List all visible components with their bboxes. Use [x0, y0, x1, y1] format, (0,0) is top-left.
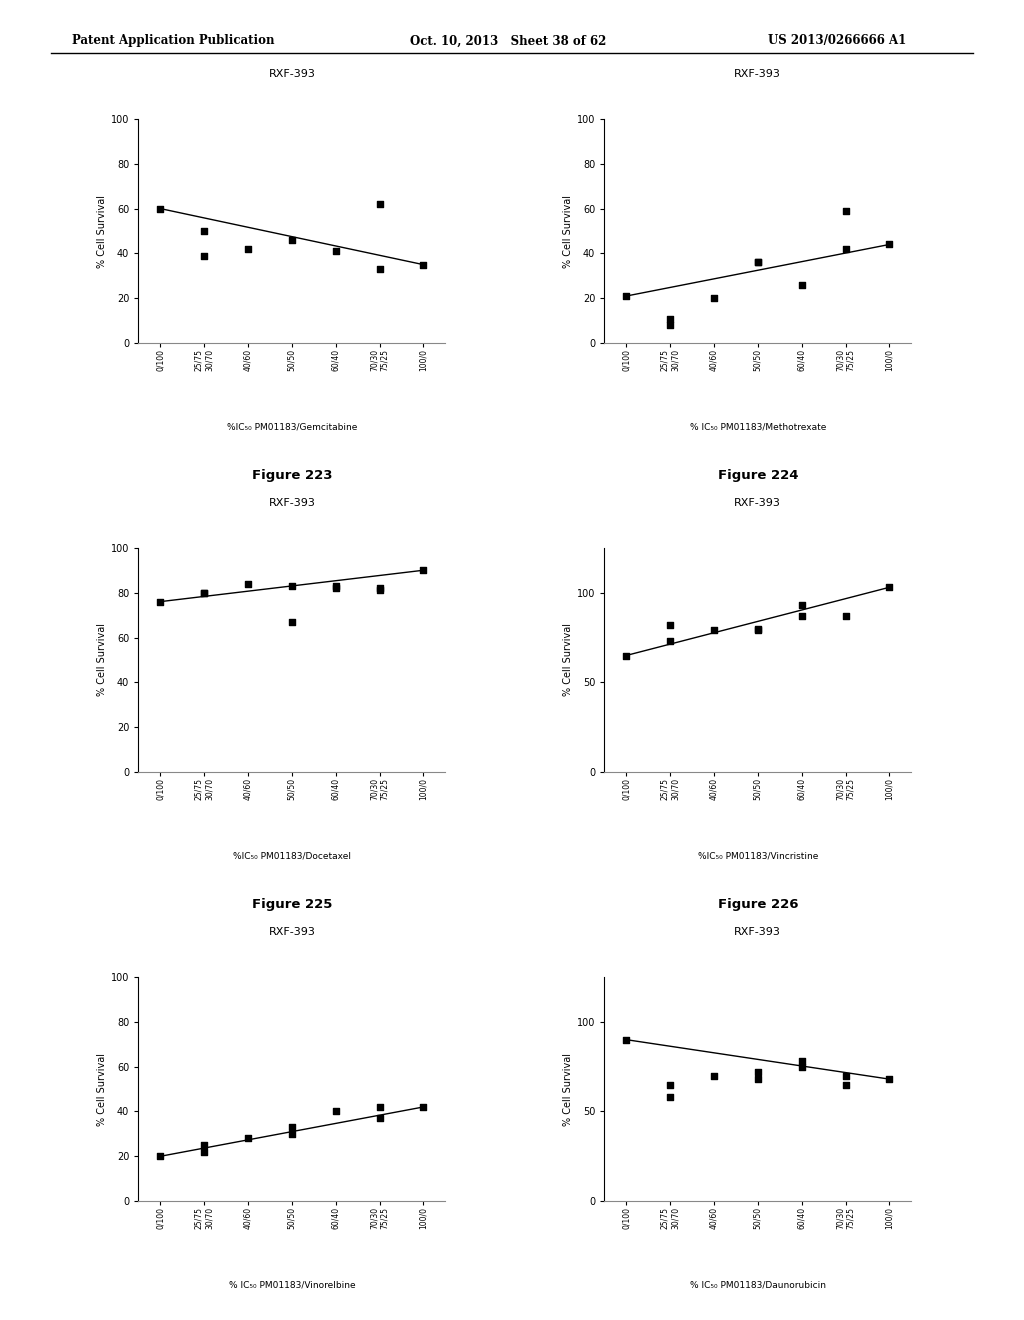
Point	[662, 1086, 678, 1107]
Text: RXF-393: RXF-393	[734, 927, 781, 937]
Point	[794, 606, 810, 627]
Point	[196, 582, 212, 603]
Point	[617, 285, 634, 306]
Point	[838, 1065, 854, 1086]
Point	[794, 1056, 810, 1077]
Point	[794, 275, 810, 296]
Point	[196, 582, 212, 603]
Point	[240, 1127, 256, 1148]
Point	[706, 620, 722, 642]
Point	[196, 1142, 212, 1163]
Y-axis label: % Cell Survival: % Cell Survival	[96, 1052, 106, 1126]
Y-axis label: % Cell Survival: % Cell Survival	[96, 194, 106, 268]
Point	[838, 606, 854, 627]
Point	[372, 578, 388, 599]
Point	[750, 1069, 766, 1090]
Point	[750, 618, 766, 639]
Point	[838, 201, 854, 222]
Point	[284, 576, 300, 597]
Point	[284, 1117, 300, 1138]
Point	[152, 591, 168, 612]
Point	[838, 1074, 854, 1096]
Point	[328, 578, 344, 599]
Text: US 2013/0266666 A1: US 2013/0266666 A1	[768, 34, 906, 48]
Point	[372, 579, 388, 601]
Point	[240, 239, 256, 260]
Point	[662, 1074, 678, 1096]
Text: RXF-393: RXF-393	[268, 498, 315, 508]
Text: %IC₅₀ PM01183/Vincristine: %IC₅₀ PM01183/Vincristine	[697, 851, 818, 861]
Point	[662, 614, 678, 635]
Point	[750, 252, 766, 273]
Text: RXF-393: RXF-393	[268, 927, 315, 937]
Point	[152, 1146, 168, 1167]
Point	[284, 611, 300, 632]
Point	[372, 1097, 388, 1118]
Text: RXF-393: RXF-393	[734, 69, 781, 79]
Point	[882, 577, 898, 598]
Text: % IC₅₀ PM01183/Daunorubicin: % IC₅₀ PM01183/Daunorubicin	[690, 1280, 825, 1290]
Point	[372, 194, 388, 215]
Text: RXF-393: RXF-393	[734, 498, 781, 508]
Point	[328, 240, 344, 261]
Point	[240, 573, 256, 594]
Point	[284, 230, 300, 251]
Text: Patent Application Publication: Patent Application Publication	[72, 34, 274, 48]
Point	[196, 246, 212, 267]
Text: % IC₅₀ PM01183/Vinorelbine: % IC₅₀ PM01183/Vinorelbine	[228, 1280, 355, 1290]
Text: Figure 225: Figure 225	[252, 898, 332, 911]
Point	[662, 631, 678, 652]
Point	[328, 576, 344, 597]
Point	[196, 1135, 212, 1156]
Text: % IC₅₀ PM01183/Methotrexate: % IC₅₀ PM01183/Methotrexate	[689, 422, 826, 432]
Text: %IC₅₀ PM01183/Docetaxel: %IC₅₀ PM01183/Docetaxel	[232, 851, 351, 861]
Point	[617, 1030, 634, 1051]
Point	[416, 560, 432, 581]
Point	[372, 259, 388, 280]
Point	[328, 1101, 344, 1122]
Point	[662, 308, 678, 329]
Point	[284, 1123, 300, 1144]
Point	[882, 1069, 898, 1090]
Point	[416, 253, 432, 276]
Point	[152, 198, 168, 219]
Point	[617, 645, 634, 667]
Point	[750, 620, 766, 642]
Y-axis label: % Cell Survival: % Cell Survival	[562, 623, 572, 697]
Text: Oct. 10, 2013   Sheet 38 of 62: Oct. 10, 2013 Sheet 38 of 62	[410, 34, 606, 48]
Point	[196, 220, 212, 242]
Text: %IC₅₀ PM01183/Gemcitabine: %IC₅₀ PM01183/Gemcitabine	[226, 422, 357, 432]
Point	[662, 314, 678, 335]
Point	[750, 252, 766, 273]
Point	[416, 1097, 432, 1118]
Text: RXF-393: RXF-393	[268, 69, 315, 79]
Point	[794, 1051, 810, 1072]
Point	[706, 288, 722, 309]
Y-axis label: % Cell Survival: % Cell Survival	[562, 1052, 572, 1126]
Point	[882, 234, 898, 255]
Point	[838, 239, 854, 260]
Text: Figure 223: Figure 223	[252, 469, 332, 482]
Point	[706, 1065, 722, 1086]
Y-axis label: % Cell Survival: % Cell Survival	[96, 623, 106, 697]
Text: Figure 226: Figure 226	[718, 898, 798, 911]
Point	[794, 595, 810, 616]
Text: Figure 224: Figure 224	[718, 469, 798, 482]
Point	[750, 1061, 766, 1082]
Y-axis label: % Cell Survival: % Cell Survival	[562, 194, 572, 268]
Point	[372, 1107, 388, 1129]
